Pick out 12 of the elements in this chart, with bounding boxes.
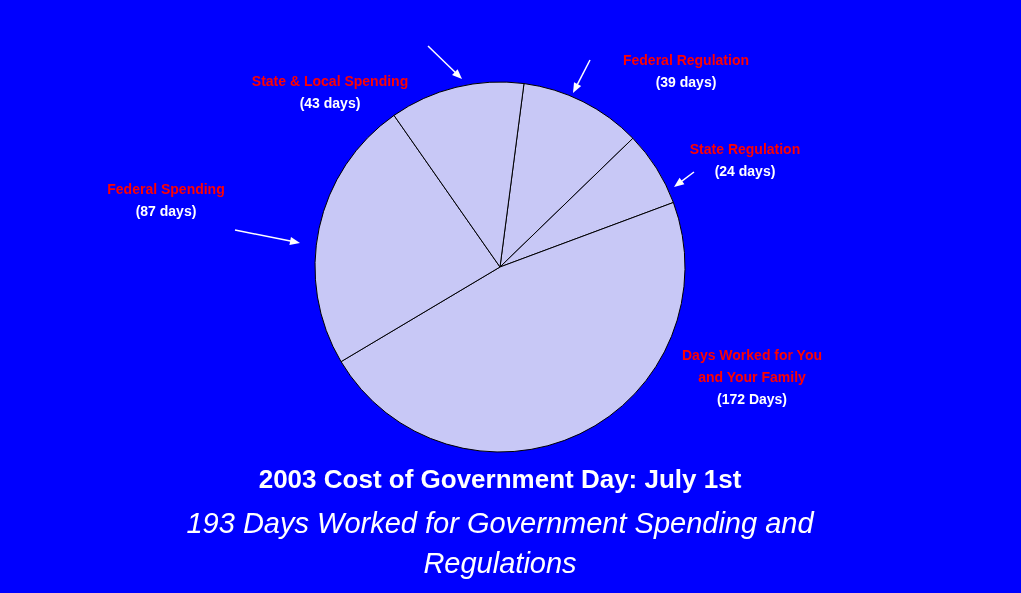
slice-label: Federal Regulation	[622, 52, 750, 68]
data-label: (172 Days)	[716, 391, 788, 407]
slice-label: Days Worked for You and Your Family	[681, 347, 823, 385]
text: 2003 Cost of Government Day: July 1st	[258, 464, 742, 494]
data-label: (87 days)	[135, 203, 197, 219]
data-label: (39 days)	[655, 74, 717, 90]
data-label: (43 days)	[299, 95, 361, 111]
data-label: (24 days)	[714, 163, 776, 179]
slice-label: Federal Spending	[107, 181, 225, 197]
text: 193 Days Worked for Government Spending and Regulations	[186, 507, 815, 579]
slice-label: State & Local Spending	[251, 73, 409, 89]
slice-label: State Regulation	[689, 141, 801, 157]
